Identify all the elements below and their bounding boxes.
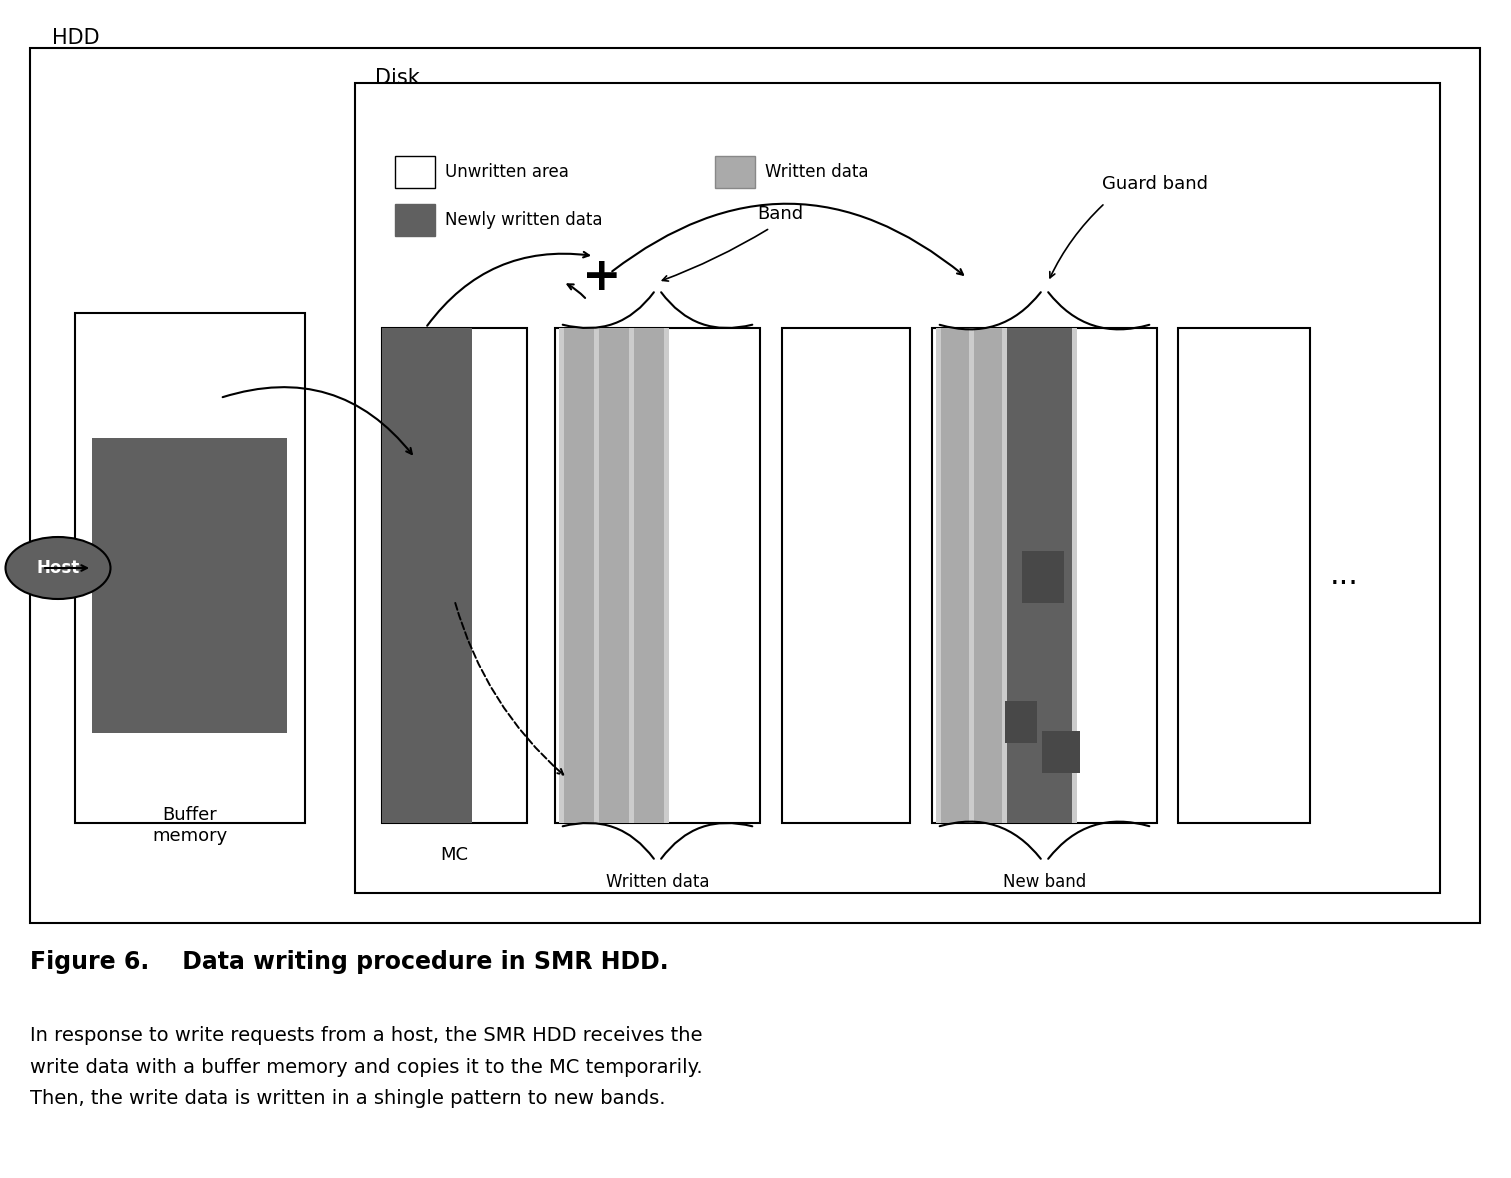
Text: Written data: Written data	[765, 163, 869, 181]
Bar	[932, 327, 1157, 823]
Text: Disk: Disk	[375, 68, 420, 88]
Bar	[1002, 327, 1006, 823]
Bar	[1021, 551, 1064, 603]
Text: New band: New band	[1003, 873, 1086, 891]
Text: Newly written data: Newly written data	[446, 211, 603, 229]
Bar	[559, 327, 564, 823]
Bar	[76, 313, 305, 823]
Bar	[598, 327, 629, 823]
Bar	[394, 204, 435, 236]
Bar	[1071, 327, 1077, 823]
Text: +: +	[582, 256, 623, 300]
Text: Host: Host	[36, 560, 80, 577]
Bar	[935, 327, 941, 823]
Text: Guard band: Guard band	[1102, 176, 1207, 193]
Bar	[30, 48, 1479, 924]
Bar	[1005, 701, 1037, 743]
Text: Band: Band	[757, 205, 802, 223]
Bar	[92, 438, 287, 733]
Bar	[355, 82, 1440, 893]
Bar	[1006, 327, 1071, 823]
Bar	[635, 327, 663, 823]
Bar	[663, 327, 669, 823]
Bar	[394, 155, 435, 188]
Bar	[975, 327, 1002, 823]
Bar	[555, 327, 760, 823]
Bar	[783, 327, 910, 823]
Bar	[969, 327, 975, 823]
Text: MC: MC	[441, 846, 468, 863]
Ellipse shape	[6, 537, 110, 598]
Text: Figure 6.    Data writing procedure in SMR HDD.: Figure 6. Data writing procedure in SMR …	[30, 949, 669, 974]
Bar	[594, 327, 598, 823]
Bar	[1179, 327, 1310, 823]
Bar	[382, 327, 471, 823]
Bar	[715, 155, 756, 188]
Bar	[382, 327, 527, 823]
Text: Written data: Written data	[606, 873, 709, 891]
Text: HDD: HDD	[51, 28, 100, 48]
Bar	[1043, 732, 1080, 773]
Bar	[941, 327, 969, 823]
Text: ...: ...	[1330, 562, 1358, 590]
Bar	[629, 327, 635, 823]
Bar	[564, 327, 594, 823]
Text: Buffer
memory: Buffer memory	[153, 806, 228, 845]
Text: In response to write requests from a host, the SMR HDD receives the
write data w: In response to write requests from a hos…	[30, 1026, 703, 1108]
Text: Unwritten area: Unwritten area	[446, 163, 568, 181]
